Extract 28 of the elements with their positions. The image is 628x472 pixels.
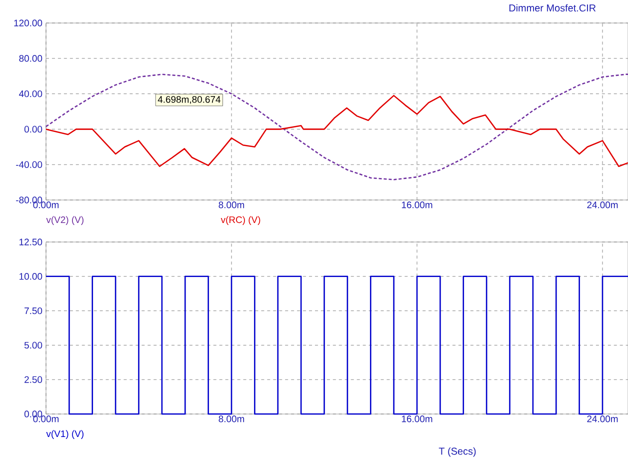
- y-tick-label: 2.50: [24, 376, 42, 383]
- y-tick-label: 0.00: [24, 126, 42, 133]
- text: v(RC) (V): [220, 216, 260, 225]
- text: v(V2) (V): [46, 216, 84, 225]
- annotation: 4.698m,80.674: [158, 96, 220, 104]
- chart-title: Dimmer Mosfet.CIR: [509, 4, 596, 12]
- series-label: v(V1) (V): [46, 430, 84, 439]
- line-series: [45, 94, 628, 168]
- x-tick-label: 0.00m: [33, 202, 59, 208]
- x-tick-label: 8.00m: [218, 416, 244, 422]
- x-tick-label: 0.00m: [33, 416, 59, 422]
- x-tick-label: 16.00m: [402, 202, 432, 208]
- y-tick-label: -40.00: [16, 161, 42, 168]
- y-tick-label: 5.00: [24, 342, 42, 349]
- y-tick-label: 12.50: [20, 238, 42, 246]
- y-tick-label: 120.00: [14, 20, 42, 26]
- x-tick-label: 8.00m: [218, 202, 244, 208]
- y-tick-label: 10.00: [20, 273, 42, 280]
- x-tick-label: 24.00m: [587, 202, 618, 208]
- y-tick-label: 0.00: [24, 410, 42, 418]
- y-tick-label: 40.00: [19, 90, 42, 98]
- y-tick-label: -80.00: [16, 196, 42, 204]
- line-series: [45, 74, 628, 180]
- y-tick-label: 7.50: [24, 307, 42, 314]
- x-tick-label: 16.00m: [402, 416, 432, 422]
- x-tick-label: 24.00m: [587, 416, 618, 422]
- y-tick-label: 80.00: [19, 55, 42, 62]
- x-axis-title: T (Secs): [438, 447, 476, 457]
